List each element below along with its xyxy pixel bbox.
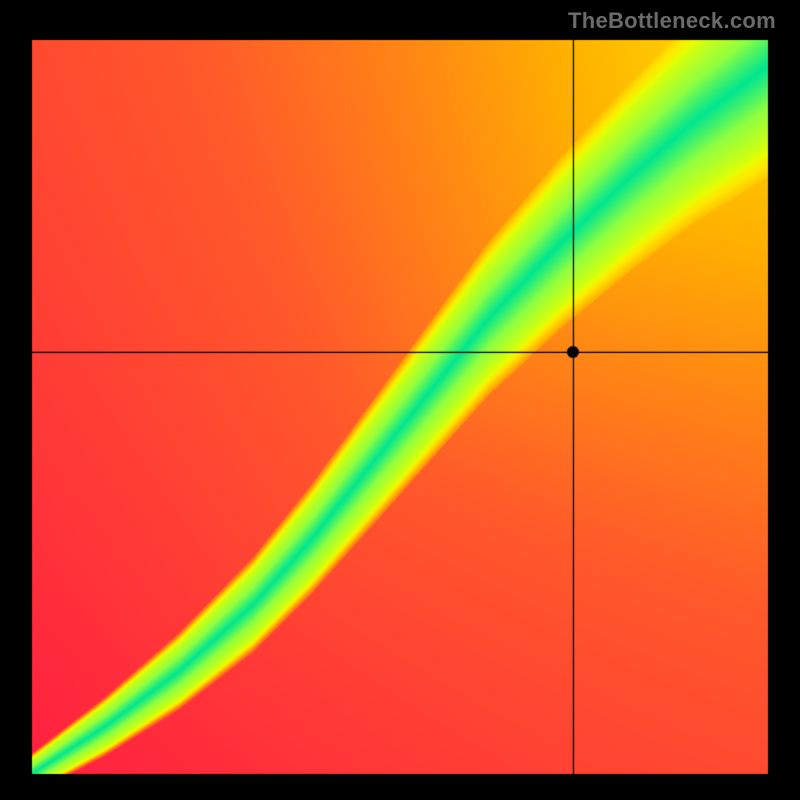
chart-container: TheBottleneck.com — [0, 0, 800, 800]
watermark-text: TheBottleneck.com — [568, 8, 776, 34]
bottleneck-heatmap — [0, 0, 800, 800]
